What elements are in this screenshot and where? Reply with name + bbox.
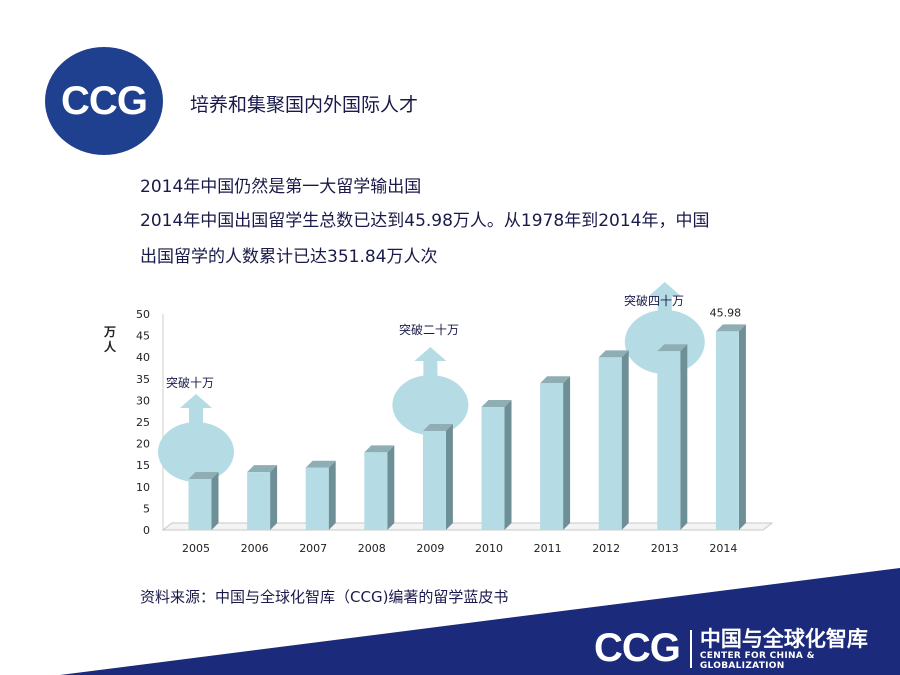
bar-side [504, 400, 512, 530]
y-tick-label: 50 [136, 308, 150, 321]
y-axis-label: 人 [104, 339, 117, 354]
y-tick-label: 45 [136, 330, 150, 343]
bar [481, 407, 505, 530]
x-tick-label: 2005 [182, 542, 210, 555]
intro-line: 2014年中国仍然是第一大留学输出国 [140, 177, 422, 197]
bar-side [563, 376, 571, 530]
bar-top [598, 350, 629, 358]
bar-side [328, 460, 336, 530]
x-tick-label: 2009 [416, 542, 444, 555]
footer-name-cn: 中国与全球化智库 [699, 626, 868, 651]
arrow-up-icon [648, 282, 681, 314]
annotation-label: 突破四十万 [624, 293, 684, 308]
bar [188, 479, 212, 530]
x-tick-label: 2011 [534, 542, 562, 555]
x-tick-label: 2007 [299, 542, 327, 555]
x-tick-label: 2008 [358, 542, 386, 555]
arrow-up-icon [414, 347, 447, 379]
bar [715, 331, 739, 530]
bar-side [270, 465, 278, 530]
page-title: 培养和集聚国内外国际人才 [190, 94, 419, 116]
bar-side [621, 350, 629, 530]
x-tick-label: 2014 [709, 542, 737, 555]
x-tick-label: 2013 [651, 542, 679, 555]
y-axis-label: 万 [103, 325, 116, 339]
bar-top [422, 423, 453, 431]
footer-logo: CCG 中国与全球化智库 CENTER FOR CHINA & GLOBALIZ… [594, 626, 900, 671]
footer-divider [689, 629, 692, 668]
bar-side [211, 472, 219, 530]
ccg-logo: CCG [45, 47, 163, 155]
y-tick-label: 15 [136, 459, 150, 472]
source-note: 资料来源：中国与全球化智库（CCG)编著的留学蓝皮书 [140, 588, 509, 606]
intro-line: 出国留学的人数累计已达351.84万人次 [140, 247, 438, 267]
bar-top [715, 324, 746, 332]
bar [247, 472, 271, 530]
y-tick-label: 10 [136, 481, 150, 494]
bar-top [247, 465, 278, 473]
y-tick-label: 30 [136, 394, 150, 407]
bar [657, 351, 681, 530]
bar-top [481, 400, 512, 408]
bar [540, 383, 564, 530]
arrow-up-icon [180, 394, 212, 426]
bar-side [738, 324, 746, 530]
bar-top [364, 445, 395, 453]
y-tick-label: 35 [136, 373, 150, 386]
bar-side [445, 423, 453, 530]
highlight-ellipse [392, 375, 469, 435]
bar-top [657, 344, 688, 352]
y-tick-label: 40 [136, 351, 150, 364]
y-tick-label: 20 [136, 438, 150, 451]
bar-top [305, 460, 336, 468]
intro-line: 2014年中国出国留学生总数已达到45.98万人。从1978年到2014年，中国 [140, 211, 710, 231]
bar-side [387, 445, 395, 530]
bar-side [680, 344, 688, 530]
ccg-logo-text: CCG [61, 78, 148, 123]
bar [305, 467, 329, 530]
x-tick-label: 2012 [592, 542, 620, 555]
footer-ccg-text: CCG [594, 626, 681, 670]
bar [422, 430, 446, 530]
annotation-label: 突破十万 [166, 375, 214, 390]
bar-top [540, 376, 571, 384]
y-tick-label: 0 [143, 524, 150, 537]
footer-name-en: CENTER FOR CHINA & GLOBALIZATION [699, 650, 815, 671]
y-tick-label: 25 [136, 416, 150, 429]
bar-top [188, 472, 219, 480]
bar [364, 452, 388, 530]
x-tick-label: 2006 [241, 542, 269, 555]
y-tick-label: 5 [143, 502, 150, 515]
bar [598, 357, 622, 530]
annotation-label: 突破二十万 [399, 322, 459, 337]
highlight-ellipse [158, 422, 234, 482]
x-tick-label: 2010 [475, 542, 503, 555]
data-label: 45.98 [710, 306, 742, 319]
